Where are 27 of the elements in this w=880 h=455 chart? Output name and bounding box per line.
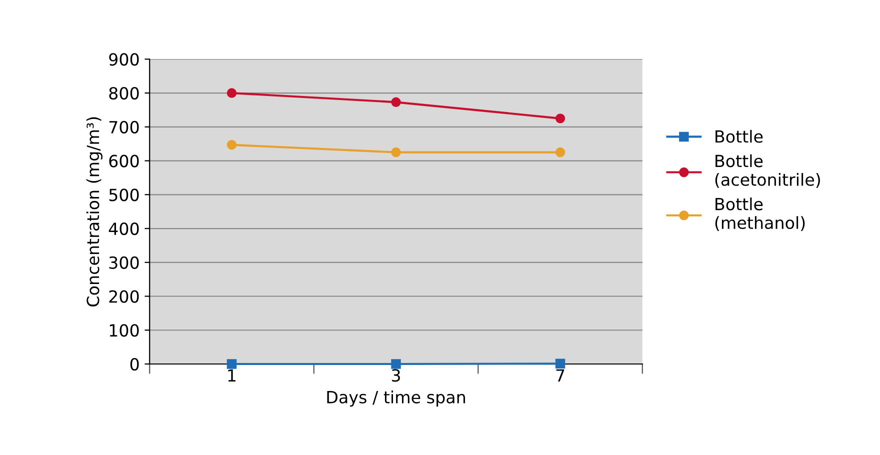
point <box>555 147 566 158</box>
y-axis-title: Concentration (mg/m³) <box>86 117 103 306</box>
point <box>555 358 566 369</box>
legend-label: Bottle (acetonitrile) <box>715 154 820 188</box>
legend-label: Bottle <box>716 130 763 143</box>
y-tick-label: 600 <box>109 154 139 168</box>
point <box>391 97 401 108</box>
x-tick-label: 7 <box>556 369 564 382</box>
x-tick-label: 1 <box>228 369 236 382</box>
point <box>226 140 237 150</box>
y-tick-label: 100 <box>110 324 139 337</box>
y-tick-label: 300 <box>109 256 139 269</box>
point <box>226 359 237 369</box>
point <box>391 147 401 158</box>
legend-label: Bottle (methanol) <box>715 197 805 232</box>
y-tick-label: 700 <box>109 120 139 134</box>
y-tick-label: 900 <box>109 53 139 66</box>
y-tick-label: 200 <box>109 290 139 303</box>
y-tick-label: 500 <box>109 188 139 202</box>
point <box>555 114 566 124</box>
point <box>226 88 237 98</box>
point <box>391 359 401 369</box>
x-tick-label: 3 <box>392 369 400 382</box>
x-axis-title: Days / time span <box>327 390 465 407</box>
y-tick-label: 0 <box>130 358 139 371</box>
y-tick-label: 400 <box>108 222 139 236</box>
y-tick-label: 800 <box>109 86 139 100</box>
